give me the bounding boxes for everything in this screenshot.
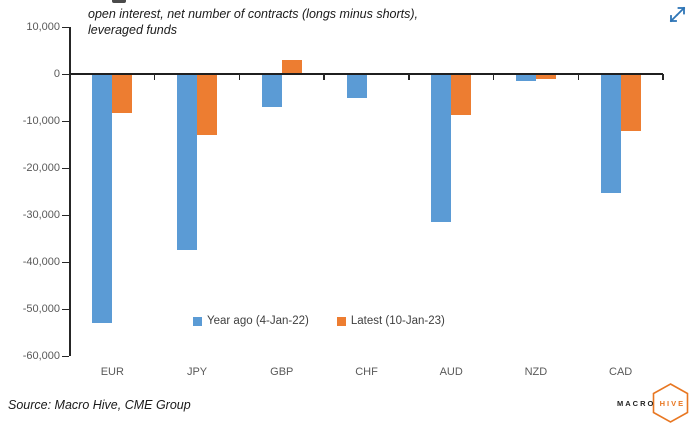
x-axis-tick bbox=[153, 74, 156, 80]
bar-aud-latest bbox=[451, 74, 472, 115]
macrohive-logo: MACRO HIVE bbox=[617, 383, 689, 423]
legend-item-year-ago: Year ago (4-Jan-22) bbox=[193, 315, 309, 327]
y-axis-tick-label: -40,000 bbox=[22, 256, 60, 268]
x-axis-label-aud: AUD bbox=[439, 366, 463, 378]
y-axis-tick bbox=[62, 261, 69, 263]
bar-chf-year-ago bbox=[346, 74, 367, 98]
bar-nzd-latest bbox=[535, 74, 556, 79]
x-axis-label-gbp: GBP bbox=[270, 366, 294, 378]
x-axis-label-chf: CHF bbox=[355, 366, 378, 378]
y-axis-tick bbox=[62, 120, 69, 122]
x-axis-label-nzd: NZD bbox=[524, 366, 548, 378]
x-axis-label-cad: CAD bbox=[609, 366, 633, 378]
legend-item-latest: Latest (10-Jan-23) bbox=[336, 315, 445, 327]
y-axis-tick-label: -20,000 bbox=[22, 162, 60, 174]
y-axis-tick bbox=[62, 214, 69, 216]
logo-hexagon-icon: HIVE bbox=[652, 383, 689, 423]
x-axis-tick bbox=[238, 74, 241, 80]
chart-title-line-2: leveraged funds bbox=[88, 23, 177, 37]
legend-swatch-latest bbox=[336, 316, 346, 326]
y-axis-tick-label: -10,000 bbox=[22, 115, 60, 127]
bar-jpy-latest bbox=[197, 74, 218, 136]
legend-swatch-year-ago bbox=[193, 316, 202, 326]
y-axis-tick bbox=[62, 26, 69, 28]
source-attribution: Source: Macro Hive, CME Group bbox=[8, 398, 191, 412]
bar-cad-year-ago bbox=[600, 74, 621, 194]
x-axis-label-jpy: JPY bbox=[186, 366, 208, 378]
legend-label-year-ago: Year ago (4-Jan-22) bbox=[207, 315, 309, 327]
x-axis-tick bbox=[69, 74, 71, 80]
bar-gbp-year-ago bbox=[261, 74, 282, 107]
legend-label-latest: Latest (10-Jan-23) bbox=[350, 315, 445, 327]
x-axis-tick bbox=[323, 74, 325, 80]
y-axis-tick bbox=[62, 308, 69, 310]
chart-legend: Year ago (4-Jan-22) Latest (10-Jan-23) bbox=[193, 315, 445, 327]
y-axis-tick-label: -30,000 bbox=[22, 209, 60, 221]
x-axis-label-eur: EUR bbox=[100, 366, 124, 378]
x-axis-tick bbox=[492, 74, 495, 80]
bar-nzd-year-ago bbox=[515, 74, 536, 82]
y-axis-tick bbox=[62, 355, 69, 357]
expand-icon[interactable] bbox=[668, 4, 688, 24]
bar-cad-latest bbox=[620, 74, 641, 132]
x-axis-tick bbox=[662, 74, 664, 80]
chart-title: open interest, net number of contracts (… bbox=[88, 6, 418, 38]
bar-aud-year-ago bbox=[431, 74, 452, 223]
y-axis-line bbox=[69, 27, 71, 356]
bar-eur-year-ago bbox=[92, 74, 113, 324]
cropped-text-artifact bbox=[112, 0, 126, 3]
y-axis-tick-label: 0 bbox=[53, 68, 60, 80]
bar-jpy-year-ago bbox=[177, 74, 198, 251]
y-axis-tick bbox=[62, 73, 69, 75]
y-axis-tick-label: -60,000 bbox=[22, 350, 60, 362]
x-axis-tick bbox=[408, 74, 410, 80]
logo-text-macro: MACRO bbox=[617, 398, 656, 408]
y-axis-tick-label: 10,000 bbox=[26, 21, 60, 33]
bar-eur-latest bbox=[112, 74, 133, 113]
x-axis-tick bbox=[577, 74, 580, 80]
chart-title-line-1: open interest, net number of contracts (… bbox=[88, 7, 419, 21]
y-axis-tick-label: -50,000 bbox=[22, 303, 60, 315]
x-axis-zero-line bbox=[69, 72, 663, 75]
y-axis-tick bbox=[62, 167, 69, 169]
logo-text-hive: HIVE bbox=[659, 399, 686, 408]
bar-gbp-latest bbox=[281, 59, 302, 74]
